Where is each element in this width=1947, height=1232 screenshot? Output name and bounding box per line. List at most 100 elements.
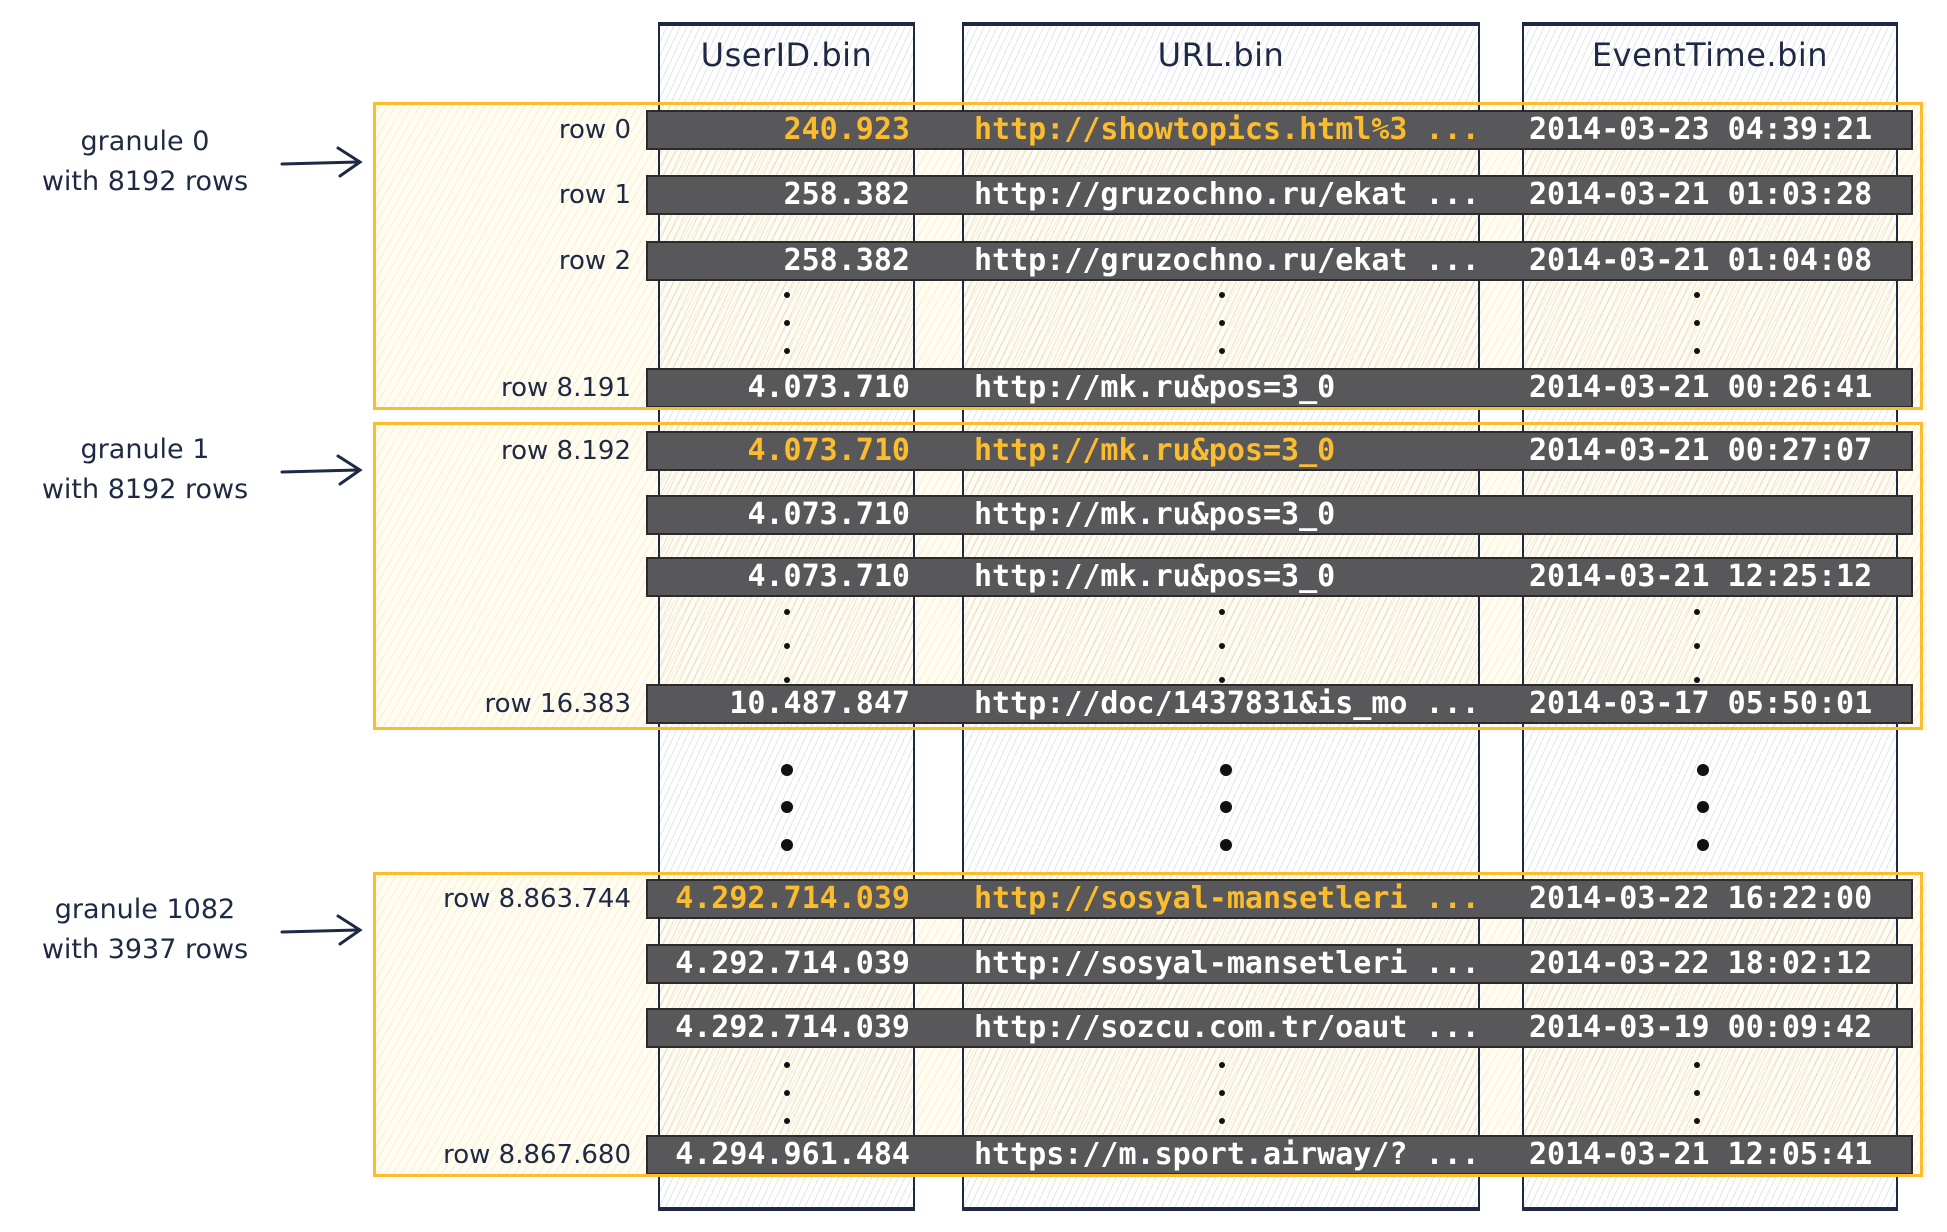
table-row <box>646 175 1913 215</box>
ellipsis-dot <box>784 292 790 298</box>
ellipsis-dot <box>1219 677 1225 683</box>
granule-title: granule 1 <box>80 434 210 465</box>
event-time-cell: 2014-03-21 01:03:28 <box>1529 177 1873 212</box>
table-row <box>646 431 1913 471</box>
url-cell: http://mk.ru&pos=3_0 <box>974 497 1336 532</box>
row-label: row 16.383 <box>484 689 631 719</box>
ellipsis-dot <box>1697 801 1709 813</box>
user-id-cell: 240.923 <box>783 112 910 147</box>
column-header: UserID.bin <box>700 36 873 74</box>
table-row <box>646 241 1913 281</box>
ellipsis-dot <box>784 643 790 649</box>
ellipsis-dot <box>1694 1090 1700 1096</box>
ellipsis-dot <box>1219 348 1225 354</box>
url-cell: http://gruzochno.ru/ekat ... <box>974 243 1480 278</box>
table-row <box>646 684 1913 724</box>
ellipsis-dot <box>1697 764 1709 776</box>
ellipsis-dot <box>781 801 793 813</box>
url-cell: http://doc/1437831&is_mo ... <box>974 686 1480 721</box>
ellipsis-dot <box>1694 292 1700 298</box>
event-time-cell: 2014-03-21 00:27:07 <box>1529 433 1873 468</box>
row-label: row 8.867.680 <box>443 1140 631 1170</box>
row-label: row 1 <box>558 180 631 210</box>
user-id-cell: 4.073.710 <box>747 559 910 594</box>
ellipsis-dot <box>1694 348 1700 354</box>
url-cell: http://mk.ru&pos=3_0 <box>974 559 1336 594</box>
url-cell: http://gruzochno.ru/ekat ... <box>974 177 1480 212</box>
event-time-cell: 2014-03-22 16:22:00 <box>1529 881 1873 916</box>
user-id-cell: 258.382 <box>783 177 910 212</box>
ellipsis-dot <box>1220 801 1232 813</box>
ellipsis-dot <box>1219 1090 1225 1096</box>
event-time-cell: 2014-03-21 00:26:41 <box>1529 370 1873 405</box>
event-time-cell: 2014-03-19 00:09:42 <box>1529 1010 1873 1045</box>
granule-box <box>373 872 1923 1177</box>
arrow-right-icon <box>280 914 363 946</box>
row-label: row 8.191 <box>501 373 631 403</box>
url-cell: http://showtopics.html%3 ... <box>974 112 1480 147</box>
event-time-cell: 2014-03-22 18:02:12 <box>1529 946 1873 981</box>
row-label: row 0 <box>558 115 631 145</box>
ellipsis-dot <box>1694 677 1700 683</box>
url-cell: https://m.sport.airway/? ... <box>974 1137 1480 1172</box>
user-id-cell: 4.292.714.039 <box>675 881 910 916</box>
granule-subtitle: with 3937 rows <box>41 934 249 965</box>
user-id-cell: 4.292.714.039 <box>675 1010 910 1045</box>
ellipsis-dot <box>1219 609 1225 615</box>
column-header: URL.bin <box>1157 36 1285 74</box>
user-id-cell: 4.073.710 <box>747 497 910 532</box>
user-id-cell: 4.292.714.039 <box>675 946 910 981</box>
url-cell: http://mk.ru&pos=3_0 <box>974 433 1336 468</box>
ellipsis-dot <box>1219 1118 1225 1124</box>
ellipsis-dot <box>1697 839 1709 851</box>
granule-box <box>373 422 1923 730</box>
ellipsis-dot <box>1694 1118 1700 1124</box>
ellipsis-dot <box>1694 643 1700 649</box>
row-label: row 2 <box>558 246 631 276</box>
table-row <box>646 110 1913 150</box>
ellipsis-dot <box>1220 764 1232 776</box>
table-row <box>646 1135 1913 1175</box>
table-row <box>646 557 1913 597</box>
ellipsis-dot <box>781 839 793 851</box>
ellipsis-dot <box>784 677 790 683</box>
granule-subtitle: with 8192 rows <box>41 166 249 197</box>
user-id-cell: 4.294.961.484 <box>675 1137 910 1172</box>
url-cell: http://mk.ru&pos=3_0 <box>974 370 1336 405</box>
column-header: EventTime.bin <box>1591 36 1829 74</box>
ellipsis-dot <box>1220 839 1232 851</box>
user-id-cell: 10.487.847 <box>729 686 910 721</box>
row-label: row 8.863.744 <box>443 884 631 914</box>
ellipsis-dot <box>784 320 790 326</box>
event-time-cell: 2014-03-23 04:39:21 <box>1529 112 1873 147</box>
event-time-cell: 2014-03-21 01:04:08 <box>1529 243 1873 278</box>
url-cell: http://sosyal-mansetleri ... <box>974 881 1480 916</box>
user-id-cell: 4.073.710 <box>747 370 910 405</box>
ellipsis-dot <box>781 764 793 776</box>
event-time-cell: 2014-03-21 12:25:12 <box>1529 559 1873 594</box>
ellipsis-dot <box>1694 1062 1700 1068</box>
ellipsis-dot <box>784 609 790 615</box>
ellipsis-dot <box>1219 320 1225 326</box>
row-label: row 8.192 <box>501 436 631 466</box>
user-id-cell: 258.382 <box>783 243 910 278</box>
granule-subtitle: with 8192 rows <box>41 474 249 505</box>
granule-box <box>373 102 1923 410</box>
ellipsis-dot <box>784 1062 790 1068</box>
ellipsis-dot <box>1694 320 1700 326</box>
arrow-right-icon <box>280 454 363 486</box>
granule-title: granule 0 <box>80 126 210 157</box>
ellipsis-dot <box>1219 643 1225 649</box>
event-time-cell: 2014-03-21 12:05:41 <box>1529 1137 1873 1172</box>
granule-title: granule 1082 <box>54 894 236 925</box>
ellipsis-dot <box>784 1090 790 1096</box>
url-cell: http://sosyal-mansetleri ... <box>974 946 1480 981</box>
ellipsis-dot <box>784 348 790 354</box>
event-time-cell: 2014-03-17 05:50:01 <box>1529 686 1873 721</box>
ellipsis-dot <box>1694 609 1700 615</box>
table-row <box>646 495 1913 535</box>
table-row <box>646 1008 1913 1048</box>
arrow-right-icon <box>280 146 363 178</box>
url-cell: http://sozcu.com.tr/oaut ... <box>974 1010 1480 1045</box>
ellipsis-dot <box>1219 292 1225 298</box>
